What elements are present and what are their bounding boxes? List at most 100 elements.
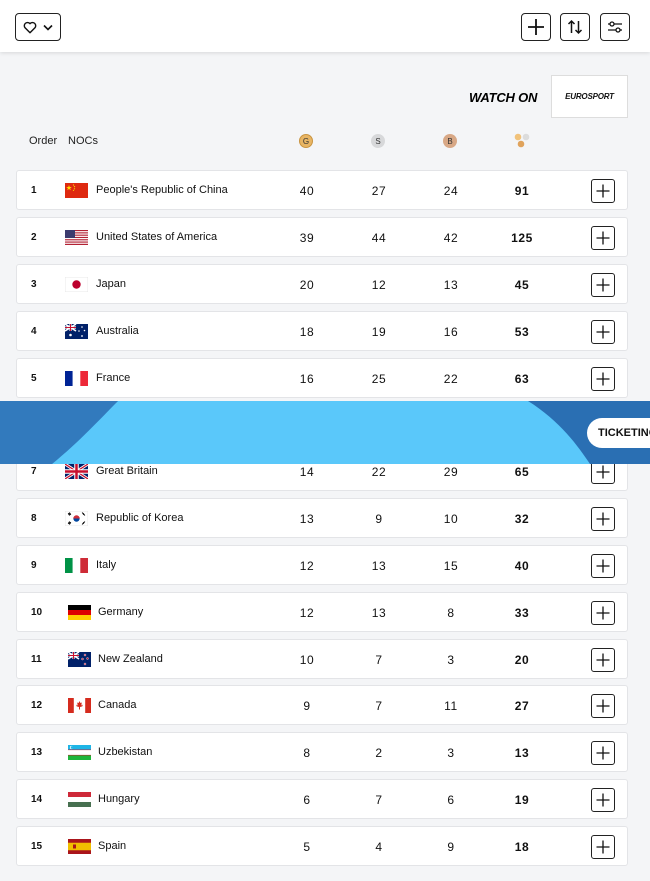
expand-row-button[interactable] — [591, 507, 615, 531]
table-row[interactable]: 9 Italy 12 13 15 40 — [16, 545, 628, 585]
country-name[interactable]: France — [96, 372, 131, 384]
country-name[interactable]: People's Republic of China — [96, 184, 228, 196]
expand-row-button[interactable] — [591, 601, 615, 625]
gold-count: 14 — [299, 465, 315, 479]
table-row[interactable]: 8 Republic of Korea 13 9 10 32 — [16, 498, 628, 538]
country-name[interactable]: Australia — [96, 325, 139, 337]
table-row[interactable]: 10 Germany 12 13 8 33 — [16, 592, 628, 632]
sliders-icon — [608, 21, 622, 33]
silver-count: 2 — [375, 746, 383, 760]
silver-count: 25 — [371, 372, 387, 386]
filter-button[interactable] — [600, 13, 630, 41]
total-count: 125 — [511, 231, 533, 245]
table-row[interactable]: 12 Canada 9 7 11 27 — [16, 685, 628, 725]
plus-icon — [596, 559, 610, 573]
total-count: 27 — [514, 699, 530, 713]
fr-flag-icon — [65, 371, 88, 386]
country-name[interactable]: United States of America — [96, 231, 218, 243]
country-name[interactable]: Republic of Korea — [96, 512, 184, 524]
gold-count: 20 — [299, 278, 315, 292]
plus-icon — [596, 793, 610, 807]
rank-order: 8 — [31, 513, 37, 524]
silver-count: 7 — [375, 699, 383, 713]
expand-row-button[interactable] — [591, 179, 615, 203]
bronze-count: 24 — [443, 184, 459, 198]
country-name[interactable]: New Zealand — [98, 653, 163, 665]
order-column-header: Order — [29, 135, 58, 147]
silver-count: 7 — [375, 653, 383, 667]
gold-count: 10 — [299, 653, 315, 667]
expand-row-button[interactable] — [591, 273, 615, 297]
gold-count: 12 — [299, 559, 315, 573]
plus-icon — [596, 325, 610, 339]
expand-row-button[interactable] — [591, 788, 615, 812]
ticketing-banner — [0, 401, 650, 464]
silver-count: 13 — [371, 606, 387, 620]
table-row[interactable]: 14 Hungary 6 7 6 19 — [16, 779, 628, 819]
country-name[interactable]: Canada — [98, 699, 137, 711]
gold-count: 9 — [303, 699, 311, 713]
eurosport-logo-link[interactable]: EUROSPORT — [551, 75, 628, 118]
silver-count: 9 — [375, 512, 383, 526]
expand-row-button[interactable] — [591, 320, 615, 344]
country-name[interactable]: Italy — [96, 559, 117, 571]
expand-row-button[interactable] — [591, 835, 615, 859]
add-button[interactable] — [521, 13, 551, 41]
table-row[interactable]: 7 Great Britain 14 22 29 65 — [16, 451, 628, 491]
country-name[interactable]: Uzbekistan — [98, 746, 153, 758]
table-row[interactable]: 11 New Zealand 10 7 3 20 — [16, 639, 628, 679]
silver-count: 19 — [371, 325, 387, 339]
total-count: 45 — [514, 278, 530, 292]
plus-icon — [596, 653, 610, 667]
bronze-count: 6 — [447, 793, 455, 807]
watch-on-label: WATCH ON — [469, 90, 538, 105]
table-row[interactable]: 3 Japan 20 12 13 45 — [16, 264, 628, 304]
table-row[interactable]: 2 United States of America 39 44 42 125 — [16, 217, 628, 257]
expand-row-button[interactable] — [591, 741, 615, 765]
gold-count: 16 — [299, 372, 315, 386]
table-row[interactable]: 5 France 16 25 22 63 — [16, 358, 628, 398]
plus-icon — [528, 19, 544, 35]
silver-count: 22 — [371, 465, 387, 479]
rank-order: 12 — [31, 700, 43, 711]
gold-count: 5 — [303, 840, 311, 854]
bronze-count: 13 — [443, 278, 459, 292]
heart-icon — [23, 21, 37, 33]
bronze-count: 16 — [443, 325, 459, 339]
expand-row-button[interactable] — [591, 648, 615, 672]
eurosport-logo: EUROSPORT — [565, 92, 614, 101]
ticketing-button[interactable]: TICKETING — [587, 418, 650, 448]
total-count: 91 — [514, 184, 530, 198]
country-name[interactable]: Great Britain — [96, 465, 158, 477]
table-row[interactable]: 4 Australia 18 19 16 53 — [16, 311, 628, 351]
expand-row-button[interactable] — [591, 554, 615, 578]
ca-flag-icon — [68, 698, 91, 713]
expand-row-button[interactable] — [591, 226, 615, 250]
cn-flag-icon — [65, 183, 88, 198]
kr-flag-icon — [65, 511, 88, 526]
sort-icon — [567, 19, 583, 35]
expand-row-button[interactable] — [591, 694, 615, 718]
rank-order: 7 — [31, 466, 37, 477]
country-name[interactable]: Japan — [96, 278, 126, 290]
country-name[interactable]: Spain — [98, 840, 127, 852]
table-row[interactable]: 15 Spain 5 4 9 18 — [16, 826, 628, 866]
favorites-dropdown-button[interactable] — [15, 13, 61, 41]
table-row[interactable]: 1 People's Republic of China 40 27 24 91 — [16, 170, 628, 210]
plus-icon — [596, 372, 610, 386]
gold-count: 13 — [299, 512, 315, 526]
total-count: 65 — [514, 465, 530, 479]
gold-count: 18 — [299, 325, 315, 339]
plus-icon — [596, 840, 610, 854]
expand-row-button[interactable] — [591, 460, 615, 484]
sort-button[interactable] — [560, 13, 590, 41]
country-name[interactable]: Germany — [98, 606, 144, 618]
rank-order: 10 — [31, 607, 43, 618]
total-count: 33 — [514, 606, 530, 620]
country-name[interactable]: Hungary — [98, 793, 140, 805]
rank-order: 3 — [31, 279, 37, 290]
expand-row-button[interactable] — [591, 367, 615, 391]
table-row[interactable]: 13 Uzbekistan 8 2 3 13 — [16, 732, 628, 772]
bronze-count: 3 — [447, 746, 455, 760]
es-flag-icon — [68, 839, 91, 854]
